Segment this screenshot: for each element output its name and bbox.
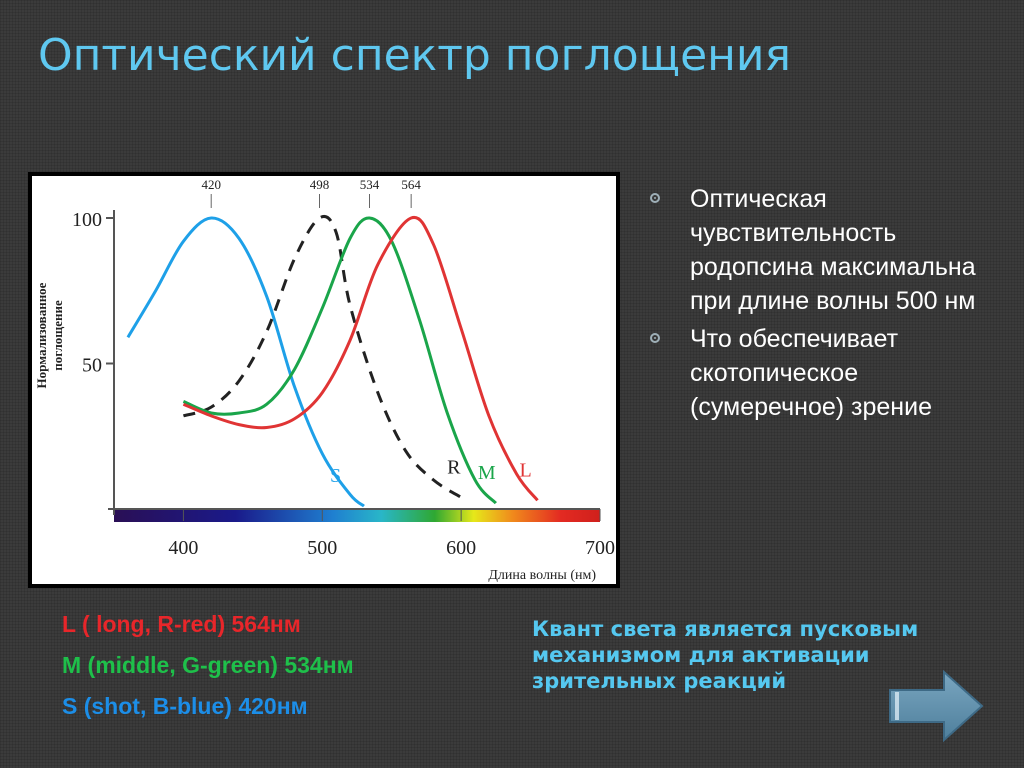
bullet-list: Оптическая чувствительность родопсина ма… [648,182,988,428]
x-tick-label: 600 [446,537,476,559]
y-axis-label: Нормализованное [34,282,49,388]
cone-legend-l: L ( long, R-red) 564нм [62,611,301,637]
series-r-curve [182,214,462,499]
bullet-text: Что обеспечивает скотопическое (сумеречн… [690,325,932,421]
series-label: L [520,459,532,481]
x-tick-label: 700 [585,537,615,559]
cone-legend: L ( long, R-red) 564нм M (middle, G-gree… [62,604,354,727]
series-l-curve [182,215,539,502]
series-label: R [447,456,461,478]
peak-marker-label: 534 [360,177,380,192]
x-axis-label: Длина волны (нм) [488,568,596,583]
spectrum-bar [114,510,600,522]
y-tick-label: 100 [72,209,102,231]
cone-legend-m: M (middle, G-green) 534нм [62,652,354,678]
bullet-item: Оптическая чувствительность родопсина ма… [648,182,988,318]
bullet-icon [650,333,660,343]
bullet-icon [650,193,660,203]
y-axis-label: поглощение [50,300,65,371]
peak-marker-label: 420 [201,177,221,192]
peak-marker-label: 498 [310,177,330,192]
spectrum-gradient [114,510,600,522]
chart-canvas: 50 100 400 500 600 700 420 498 534 564 S R M L Длина в… [34,177,615,583]
bullet-item: Что обеспечивает скотопическое (сумеречн… [648,322,988,424]
bullet-text: Оптическая чувствительность родопсина ма… [690,185,976,315]
y-tick-label: 50 [82,355,102,377]
quantum-note: Квант света является пусковым механизмом… [532,617,919,693]
right-arrow-icon[interactable] [886,668,986,744]
cone-legend-s: S (shot, B-blue) 420нм [62,693,308,719]
series-m-curve [182,216,497,505]
series-label: S [330,465,341,487]
peak-marker-label: 564 [401,177,421,192]
x-tick-label: 400 [168,537,198,559]
x-tick-label: 500 [307,537,337,559]
absorption-chart: 50 100 400 500 600 700 420 498 534 564 S R M L Длина в… [28,172,620,588]
series-s-curve [126,216,365,508]
slide-title: Оптический спектр поглощения [38,30,791,81]
series-label: M [478,462,496,484]
